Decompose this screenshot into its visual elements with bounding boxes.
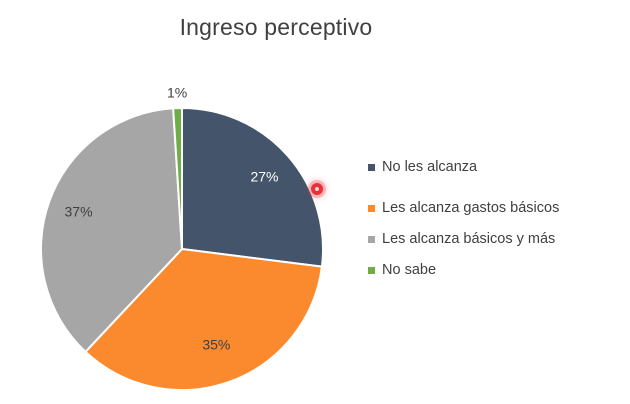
legend-item-no-les-alcanza: No les alcanza [368, 158, 568, 177]
pie-slice-4 [172, 106, 183, 250]
data-label-1: 27% [250, 168, 278, 184]
legend-label: No sabe [382, 262, 437, 278]
legend-swatch [368, 205, 375, 212]
legend-label: Les alcanza básicos y más [382, 231, 556, 247]
chart-title: Ingreso perceptivo [179, 14, 373, 40]
legend-swatch [368, 267, 375, 274]
legend: No les alcanza Les alcanza gastos básico… [368, 158, 568, 292]
pie-slice-2 [84, 247, 324, 391]
legend-item-no-sabe: No sabe [368, 261, 568, 280]
legend-label: Les alcanza gastos básicos [382, 200, 560, 216]
legend-item-basicos-y-mas: Les alcanza básicos y más [368, 230, 568, 249]
legend-item-gastos-basicos: Les alcanza gastos básicos [368, 199, 568, 218]
data-label-2: 35% [202, 337, 230, 353]
pointer-cursor-highlight [311, 183, 323, 195]
legend-label: No les alcanza [382, 159, 478, 175]
pie-slice-3 [40, 107, 184, 354]
data-label-3: 37% [65, 204, 93, 220]
legend-swatch [368, 236, 375, 243]
legend-swatch [368, 164, 375, 171]
pie-slice-1 [181, 106, 324, 268]
data-label-4: 1% [167, 85, 187, 101]
